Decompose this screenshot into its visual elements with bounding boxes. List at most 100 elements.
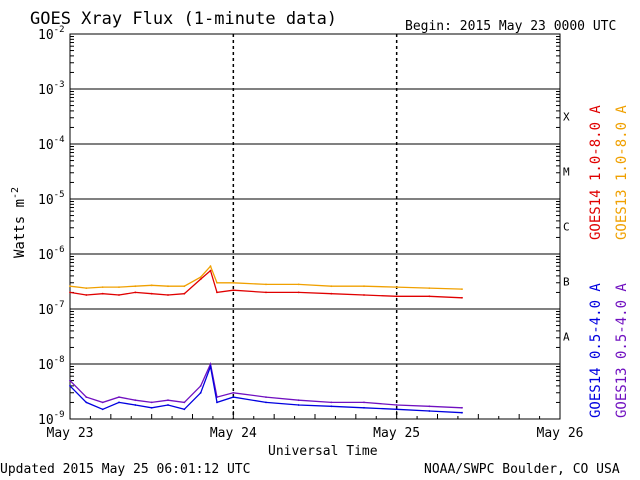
data-point bbox=[118, 286, 120, 288]
grid bbox=[70, 33, 560, 420]
data-point bbox=[150, 292, 153, 295]
legend-item: GOES14 0.5-4.0 A bbox=[588, 283, 604, 418]
legend-label: GOES14 0.5-4.0 A bbox=[588, 283, 604, 418]
legend-label: GOES14 1.0-8.0 A bbox=[588, 105, 604, 240]
data-point bbox=[428, 410, 431, 412]
data-point bbox=[428, 295, 431, 298]
data-point bbox=[199, 276, 202, 278]
y-tick-label: 10-8 bbox=[38, 355, 65, 373]
data-point bbox=[85, 287, 88, 289]
data-point bbox=[209, 365, 212, 368]
data-point bbox=[69, 285, 71, 288]
x-tick-label: May 26 bbox=[537, 426, 584, 441]
data-point bbox=[101, 408, 104, 411]
series-line bbox=[69, 361, 463, 409]
data-point bbox=[118, 294, 120, 296]
data-point bbox=[134, 404, 137, 406]
y-tick-label: 10-6 bbox=[38, 245, 65, 263]
data-point bbox=[216, 291, 218, 294]
data-point bbox=[199, 278, 202, 280]
y-tick-label: 10-5 bbox=[38, 190, 65, 208]
data-point bbox=[395, 408, 398, 411]
data-point bbox=[232, 396, 235, 398]
y-tick-label: 10-2 bbox=[38, 25, 65, 43]
data-point bbox=[69, 291, 71, 294]
data-point bbox=[297, 291, 300, 294]
data-point bbox=[134, 285, 137, 288]
legend-label: GOES13 0.5-4.0 A bbox=[614, 283, 630, 418]
flare-class-X: X bbox=[563, 111, 570, 124]
y-tick-label: 10-7 bbox=[38, 300, 65, 318]
data-point bbox=[330, 401, 333, 404]
data-point bbox=[297, 404, 300, 406]
data-point bbox=[150, 284, 153, 287]
data-point bbox=[232, 281, 235, 284]
data-point bbox=[330, 405, 333, 408]
data-point bbox=[265, 396, 267, 398]
data-point bbox=[183, 401, 186, 404]
data-point bbox=[330, 292, 333, 295]
data-point bbox=[461, 411, 463, 414]
y-axis: 10-9 10-8 10-7 10-6 10-5 10-4 10-3 10-2 bbox=[38, 25, 560, 428]
chart-title: GOES Xray Flux (1-minute data) bbox=[30, 9, 337, 29]
data-point bbox=[199, 385, 202, 387]
data-point bbox=[85, 294, 88, 296]
data-point bbox=[428, 287, 431, 289]
data-point bbox=[85, 401, 88, 404]
data-point bbox=[363, 401, 365, 404]
data-point bbox=[297, 399, 300, 402]
series-group bbox=[69, 264, 463, 414]
data-point bbox=[216, 281, 218, 284]
data-point bbox=[363, 285, 365, 288]
data-point bbox=[199, 391, 202, 394]
y-tick-label: 10-9 bbox=[38, 410, 65, 428]
y-tick-label: 10-3 bbox=[38, 80, 65, 98]
data-point bbox=[330, 285, 333, 288]
data-point bbox=[183, 285, 186, 288]
x-tick-label: May 23 bbox=[47, 426, 94, 441]
data-point bbox=[69, 385, 71, 387]
data-point bbox=[395, 404, 398, 406]
legend-item: GOES14 1.0-8.0 A bbox=[588, 105, 604, 240]
credit-label: NOAA/SWPC Boulder, CO USA bbox=[424, 462, 620, 477]
begin-label: Begin: 2015 May 23 0000 UTC bbox=[405, 19, 616, 34]
plot-area bbox=[69, 33, 561, 420]
data-point bbox=[118, 396, 120, 398]
data-point bbox=[69, 379, 71, 382]
data-point bbox=[209, 363, 212, 365]
flare-class-B: B bbox=[563, 276, 570, 289]
data-point bbox=[265, 283, 267, 286]
data-point bbox=[461, 288, 463, 290]
data-point bbox=[297, 283, 300, 286]
data-point bbox=[167, 294, 169, 296]
data-point bbox=[101, 292, 104, 295]
flare-class-labels: A B C M X bbox=[563, 111, 570, 344]
data-point bbox=[395, 295, 398, 298]
legend-item: GOES13 1.0-8.0 A bbox=[614, 105, 630, 240]
data-point bbox=[461, 406, 463, 409]
data-point bbox=[232, 391, 235, 394]
data-point bbox=[232, 289, 235, 292]
legend-label: GOES13 1.0-8.0 A bbox=[614, 105, 630, 240]
data-point bbox=[363, 294, 365, 296]
legend-item: GOES13 0.5-4.0 A bbox=[614, 283, 630, 418]
flare-class-A: A bbox=[563, 331, 570, 344]
y-axis-label: Watts m-2 bbox=[10, 187, 28, 258]
data-point bbox=[101, 286, 104, 288]
data-point bbox=[461, 296, 463, 299]
data-point bbox=[101, 401, 104, 404]
data-point bbox=[167, 285, 169, 288]
y-tick-label: 10-4 bbox=[38, 135, 65, 153]
data-point bbox=[134, 399, 137, 402]
x-axis: May 23 May 24 May 25 May 26 bbox=[47, 411, 584, 441]
data-point bbox=[428, 405, 431, 408]
data-point bbox=[209, 265, 212, 268]
updated-timestamp: Updated 2015 May 25 06:01:12 UTC bbox=[0, 462, 250, 477]
data-point bbox=[167, 399, 169, 402]
data-point bbox=[167, 404, 169, 406]
data-point bbox=[150, 406, 153, 409]
y-axis-label-exp: -2 bbox=[10, 187, 21, 199]
legend: GOES14 1.0-8.0 A GOES13 1.0-8.0 A GOES14 0… bbox=[588, 105, 630, 418]
x-axis-label: Universal Time bbox=[268, 444, 378, 459]
